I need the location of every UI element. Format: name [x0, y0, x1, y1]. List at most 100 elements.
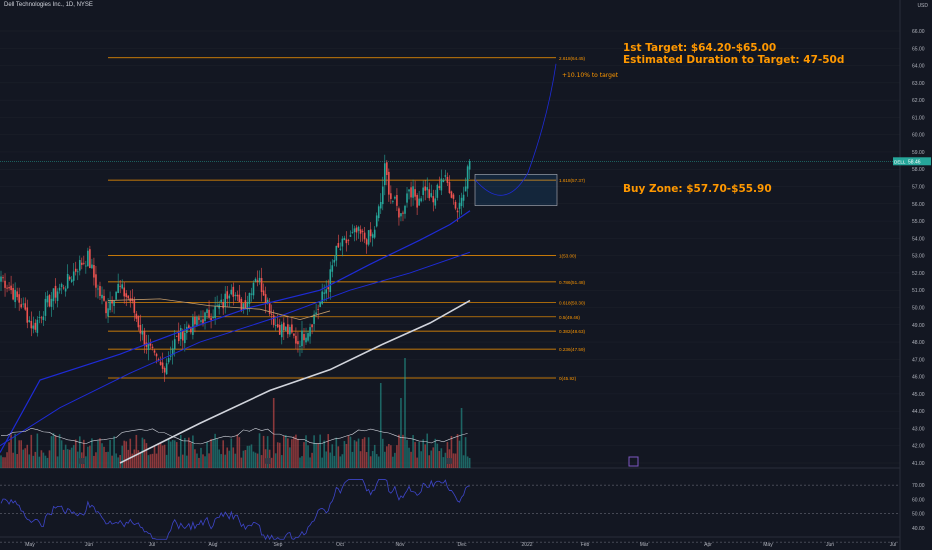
volume-bar — [285, 434, 287, 468]
candle-body — [0, 276, 2, 282]
candle-body — [190, 326, 192, 333]
volume-bar — [103, 446, 105, 468]
volume-bar — [398, 434, 400, 468]
volume-bar — [353, 440, 356, 468]
volume-bar — [74, 439, 77, 468]
x-tick-label: Jul — [890, 542, 896, 548]
candle-body — [388, 171, 390, 195]
candle-body — [34, 322, 37, 330]
volume-bar — [117, 457, 119, 468]
volume-bar — [8, 442, 10, 468]
candle-body — [285, 326, 287, 331]
ma-medium-line — [0, 251, 471, 447]
volume-bar — [184, 437, 186, 468]
candle-body — [452, 194, 455, 199]
volume-bar — [186, 455, 188, 468]
volume-bar — [248, 445, 251, 468]
candle-body — [254, 278, 257, 283]
y-tick-label: 53.00 — [912, 254, 925, 260]
x-tick-label: Nov — [396, 542, 405, 548]
x-tick-label: Dec — [458, 542, 467, 548]
currency-label: USD — [917, 3, 928, 9]
volume-bar — [242, 450, 245, 468]
candle-body — [40, 317, 43, 319]
candle-body — [359, 229, 362, 234]
candle-body — [272, 315, 275, 326]
volume-bar — [283, 436, 285, 468]
candle-body — [32, 325, 35, 329]
candle-body — [121, 284, 123, 289]
candle-body — [392, 201, 394, 203]
candle-body — [317, 309, 319, 310]
volume-bar — [32, 455, 35, 468]
volume-bar — [169, 441, 172, 468]
candle-body — [327, 287, 330, 290]
candle-body — [280, 324, 283, 338]
candle-body — [299, 345, 301, 347]
volume-bar — [87, 446, 89, 468]
x-tick-label: Jun — [826, 542, 834, 548]
candle-body — [460, 197, 463, 207]
candle-body — [216, 305, 218, 307]
volume-bar — [367, 437, 370, 468]
volume-bar — [347, 435, 350, 468]
volume-bar — [64, 444, 67, 468]
candle-body — [20, 304, 22, 308]
last-price-badge — [906, 157, 931, 166]
y-tick-label: 63.00 — [912, 81, 925, 87]
volume-bar — [333, 455, 336, 468]
volume-bar — [357, 438, 360, 468]
candle-body — [54, 285, 57, 298]
candle-body — [325, 289, 328, 294]
y-tick-label: 60.00 — [912, 133, 925, 139]
volume-bar — [60, 440, 63, 468]
volume-bar — [119, 455, 121, 468]
y-tick-label: 46.00 — [912, 375, 925, 381]
candle-body — [87, 250, 89, 267]
candle-body — [151, 346, 154, 349]
candle-body — [252, 282, 255, 296]
candle-body — [379, 202, 382, 209]
x-tick-label: May — [763, 542, 773, 548]
candle-body — [109, 301, 111, 311]
y-tick-label: 55.00 — [912, 219, 925, 225]
candle-body — [117, 283, 119, 293]
candle-body — [2, 277, 4, 279]
rsi-tick-label: 50.00 — [912, 512, 925, 518]
volume-bar — [254, 452, 257, 468]
candle-body — [228, 295, 231, 299]
candle-body — [123, 287, 126, 297]
volume-bar — [173, 440, 176, 468]
volume-bar — [68, 449, 71, 468]
volume-bar — [200, 447, 202, 468]
candle-body — [18, 294, 20, 303]
volume-bar — [377, 456, 380, 468]
volume-bar — [101, 443, 103, 468]
candle-body — [212, 316, 214, 319]
volume-bar — [179, 435, 182, 468]
volume-bar — [246, 445, 249, 468]
volume-bar — [341, 454, 344, 468]
candle-body — [404, 205, 406, 214]
candle-body — [418, 198, 420, 206]
event-marker — [628, 456, 639, 467]
candle-body — [454, 201, 457, 209]
volume-bar — [299, 457, 301, 468]
volume-bar — [325, 451, 328, 468]
volume-bar — [266, 436, 269, 468]
volume-bar — [48, 450, 51, 468]
volume-bar — [412, 435, 414, 468]
candle-body — [371, 234, 374, 238]
candle-body — [14, 289, 16, 303]
volume-bar — [394, 452, 396, 468]
candle-body — [416, 194, 418, 208]
volume-bar — [182, 454, 184, 468]
fib-level-label: 0.382(48.63) — [559, 329, 586, 334]
volume-bar — [297, 438, 299, 468]
volume-bar — [260, 455, 263, 468]
rsi-tick-label: 70.00 — [912, 483, 925, 489]
rsi-tick-label: 60.00 — [912, 497, 925, 503]
volume-bar — [99, 438, 101, 468]
volume-bar — [192, 435, 194, 468]
